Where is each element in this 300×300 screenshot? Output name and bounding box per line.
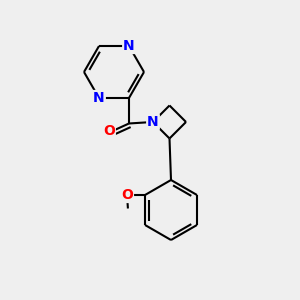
Text: O: O xyxy=(103,124,115,138)
Text: N: N xyxy=(93,91,105,105)
Text: O: O xyxy=(121,188,133,202)
Text: N: N xyxy=(147,115,159,129)
Text: N: N xyxy=(123,39,135,53)
